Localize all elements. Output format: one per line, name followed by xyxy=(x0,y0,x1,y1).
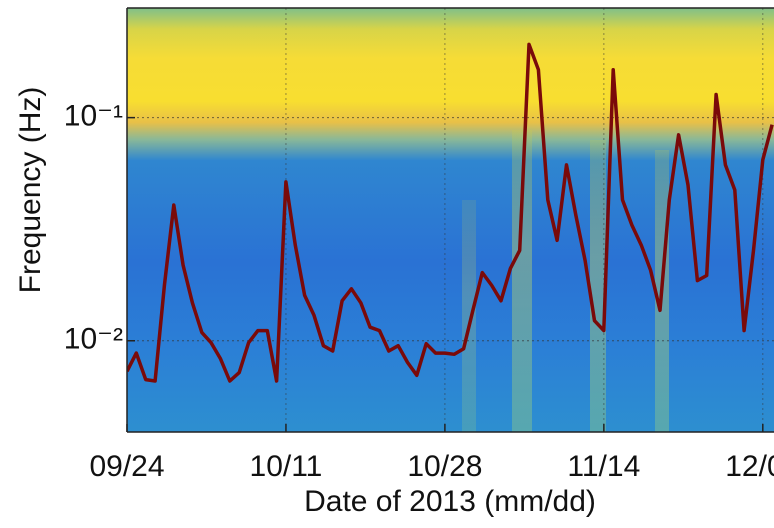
spectrogram-streak xyxy=(462,200,476,432)
x-tick-label: 09/24 xyxy=(89,450,164,483)
x-tick-label: 11/14 xyxy=(567,450,640,483)
x-tick-label: 10/11 xyxy=(250,450,323,483)
y-tick-label: 10⁻¹ xyxy=(64,100,123,133)
x-tick-label: 10/28 xyxy=(407,450,482,483)
y-axis-label: Frequency (Hz) xyxy=(14,87,47,294)
data-line xyxy=(127,42,774,383)
spectrogram-streak xyxy=(512,130,532,432)
x-axis-label: Date of 2013 (mm/dd) xyxy=(304,485,596,518)
x-tick-label: 12/01 xyxy=(725,450,774,483)
spectrogram-streak xyxy=(590,140,606,432)
y-tick-label: 10⁻² xyxy=(64,323,123,356)
plot-layer xyxy=(127,8,774,432)
